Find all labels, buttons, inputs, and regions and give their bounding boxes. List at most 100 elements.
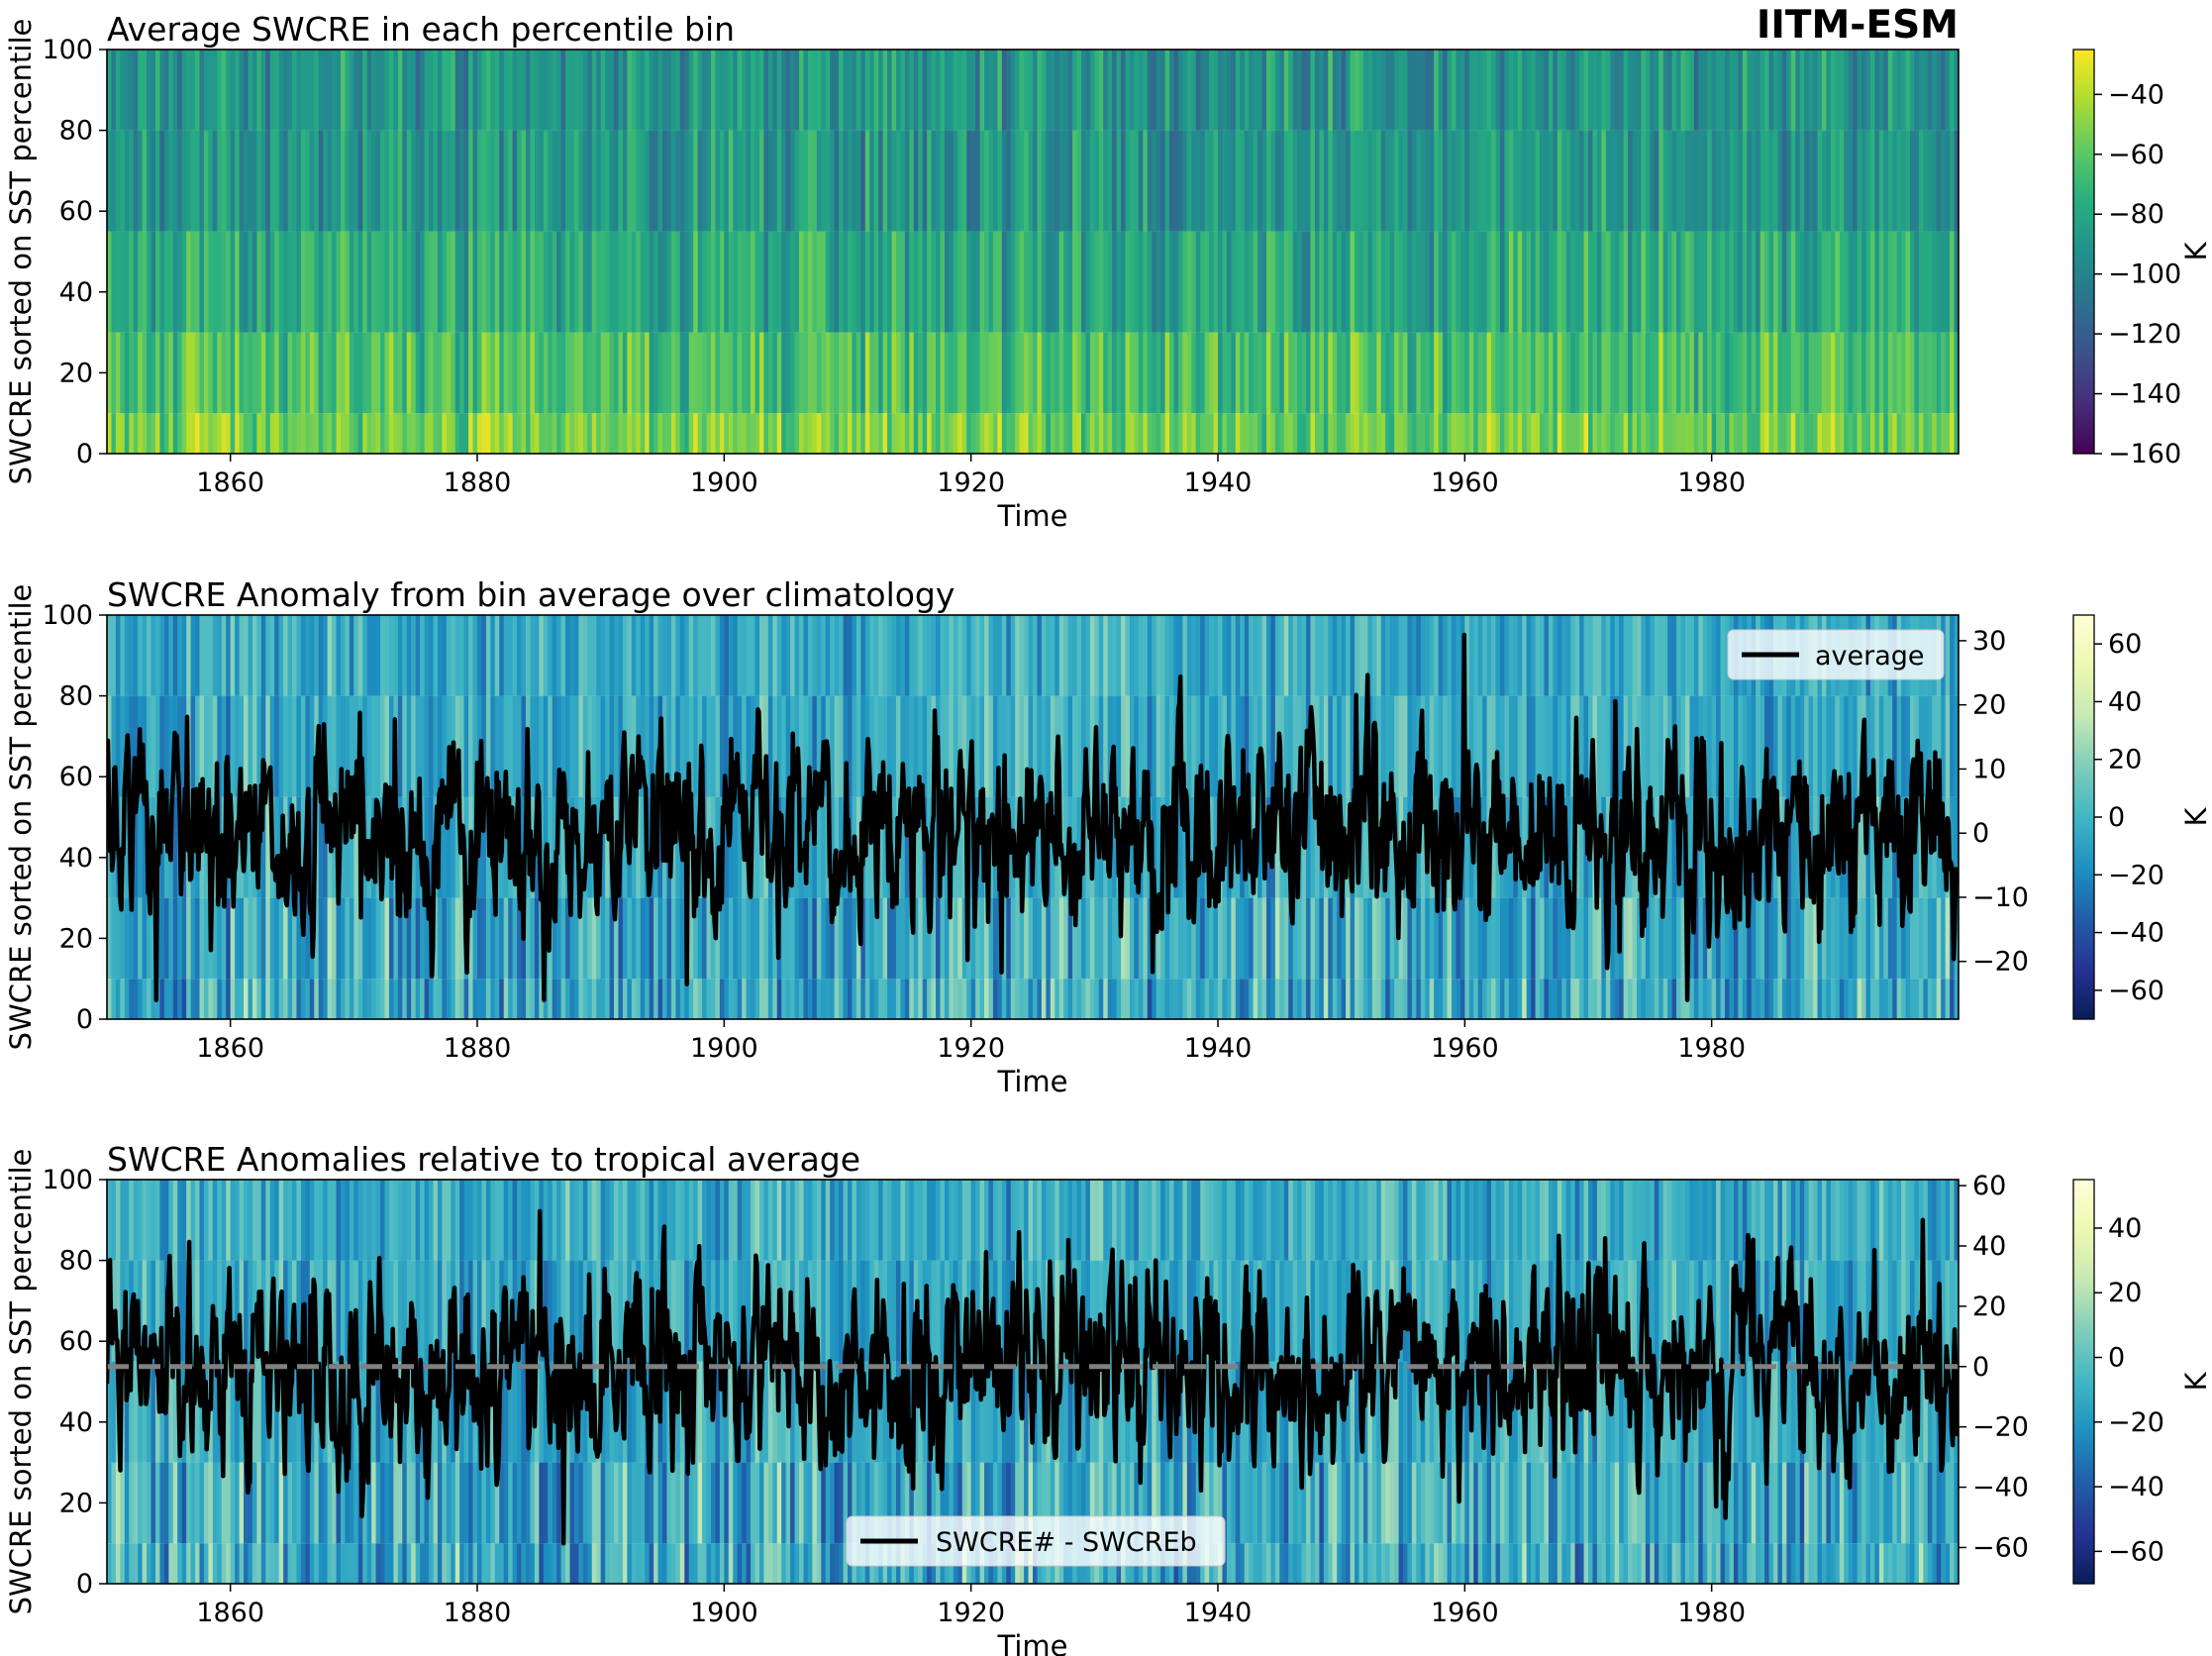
heatmap-cell <box>670 332 676 414</box>
heatmap-cell <box>402 695 408 797</box>
heatmap-cell <box>203 1180 209 1261</box>
heatmap-cell <box>1729 130 1735 232</box>
heatmap-cell <box>640 615 646 696</box>
heatmap-cell <box>437 615 443 696</box>
heatmap-cell <box>375 1180 381 1261</box>
heatmap-cell <box>825 615 831 696</box>
heatmap-cell <box>406 897 412 980</box>
heatmap-cell <box>1650 130 1656 232</box>
heatmap-cell <box>1671 796 1677 898</box>
heatmap-cell <box>154 1180 161 1261</box>
heatmap-cell <box>269 413 275 454</box>
heatmap-cell <box>1526 615 1532 696</box>
heatmap-cell <box>248 1260 253 1362</box>
heatmap-cell <box>645 1462 651 1544</box>
heatmap-cell <box>1932 130 1938 232</box>
heatmap-cell <box>1941 695 1947 797</box>
heatmap-cell <box>1152 231 1157 333</box>
heatmap-cell <box>737 130 743 232</box>
heatmap-cell <box>1010 231 1016 333</box>
heatmap-cell <box>1756 50 1761 131</box>
heatmap-cell <box>654 979 659 1019</box>
heatmap-cell <box>565 897 571 980</box>
heatmap-cell <box>1050 130 1056 232</box>
heatmap-cell <box>371 1361 377 1463</box>
heatmap-cell <box>1129 130 1135 232</box>
heatmap-cell <box>710 615 717 696</box>
heatmap-cell <box>1416 332 1422 414</box>
heatmap-cell <box>1389 231 1395 333</box>
heatmap-cell <box>142 1462 148 1544</box>
heatmap-cell <box>1226 897 1232 980</box>
heatmap-cell <box>1596 332 1602 414</box>
heatmap-cell <box>454 1260 460 1362</box>
heatmap-cell <box>1169 695 1175 797</box>
heatmap-cell <box>984 332 990 414</box>
heatmap-cell <box>1513 231 1519 333</box>
heatmap-cell <box>208 231 214 333</box>
heatmap-cell <box>675 695 681 797</box>
heatmap-cell <box>688 1543 694 1584</box>
heatmap-cell <box>366 1180 372 1261</box>
heatmap-cell <box>260 615 266 696</box>
heatmap-cell <box>1513 50 1519 131</box>
heatmap-cell <box>521 50 527 131</box>
heatmap-cell <box>451 615 456 696</box>
heatmap-cell <box>235 130 241 232</box>
heatmap-cell <box>1826 130 1832 232</box>
heatmap-cell <box>1182 979 1188 1019</box>
heatmap-cell <box>1491 897 1497 980</box>
heatmap-cell <box>1085 897 1091 980</box>
heatmap-cell <box>582 1462 588 1544</box>
heatmap-cell <box>688 897 694 980</box>
heatmap-cell <box>472 1462 478 1544</box>
heatmap-cell <box>1249 897 1255 980</box>
heatmap-cell <box>754 897 760 980</box>
heatmap-cell <box>530 413 536 454</box>
heatmap-cell <box>248 979 253 1019</box>
heatmap-cell <box>1249 695 1255 797</box>
heatmap-cell <box>446 413 452 454</box>
heatmap-cell <box>508 1361 514 1463</box>
heatmap-cell <box>992 979 998 1019</box>
heatmap-cell <box>636 231 642 333</box>
heatmap-cell <box>1716 695 1722 797</box>
heatmap-cell <box>1024 413 1030 454</box>
heatmap-cell <box>1614 332 1620 414</box>
heatmap-cell <box>251 50 257 131</box>
heatmap-cell <box>490 1462 496 1544</box>
heatmap-cell <box>1270 231 1276 333</box>
heatmap-cell <box>1274 231 1280 333</box>
heatmap-cell <box>949 130 955 232</box>
heatmap-cell <box>1579 231 1585 333</box>
heatmap-cell <box>1240 50 1246 131</box>
heatmap-cell <box>1623 130 1629 232</box>
heatmap-cell <box>251 979 257 1019</box>
heatmap-cell <box>1588 413 1594 454</box>
colorbar-tick-label: −40 <box>2108 79 2164 110</box>
heatmap-cell <box>1186 231 1192 333</box>
heatmap-cell <box>1173 130 1179 232</box>
heatmap-cell <box>1936 695 1942 797</box>
heatmap-cell <box>728 231 734 333</box>
heatmap-cell <box>1636 231 1643 333</box>
heatmap-cell <box>1006 413 1012 454</box>
heatmap-cell <box>251 413 257 454</box>
heatmap-cell <box>979 897 985 980</box>
heatmap-cell <box>737 695 743 797</box>
heatmap-cell <box>1231 130 1237 232</box>
heatmap-cell <box>1459 50 1465 131</box>
heatmap-cell <box>1531 615 1537 696</box>
heatmap-cell <box>159 332 165 414</box>
heatmap-cell <box>1565 615 1571 696</box>
heatmap-cell <box>1456 231 1461 333</box>
heatmap-cell <box>733 231 739 333</box>
heatmap-cell <box>1376 332 1382 414</box>
heatmap-cell <box>420 1180 426 1261</box>
heatmap-cell <box>1001 332 1007 414</box>
heatmap-cell <box>1274 615 1280 696</box>
heatmap-cell <box>790 231 796 333</box>
heatmap-cell <box>305 979 311 1019</box>
heatmap-cell <box>751 695 756 797</box>
heatmap-cell <box>186 413 192 454</box>
